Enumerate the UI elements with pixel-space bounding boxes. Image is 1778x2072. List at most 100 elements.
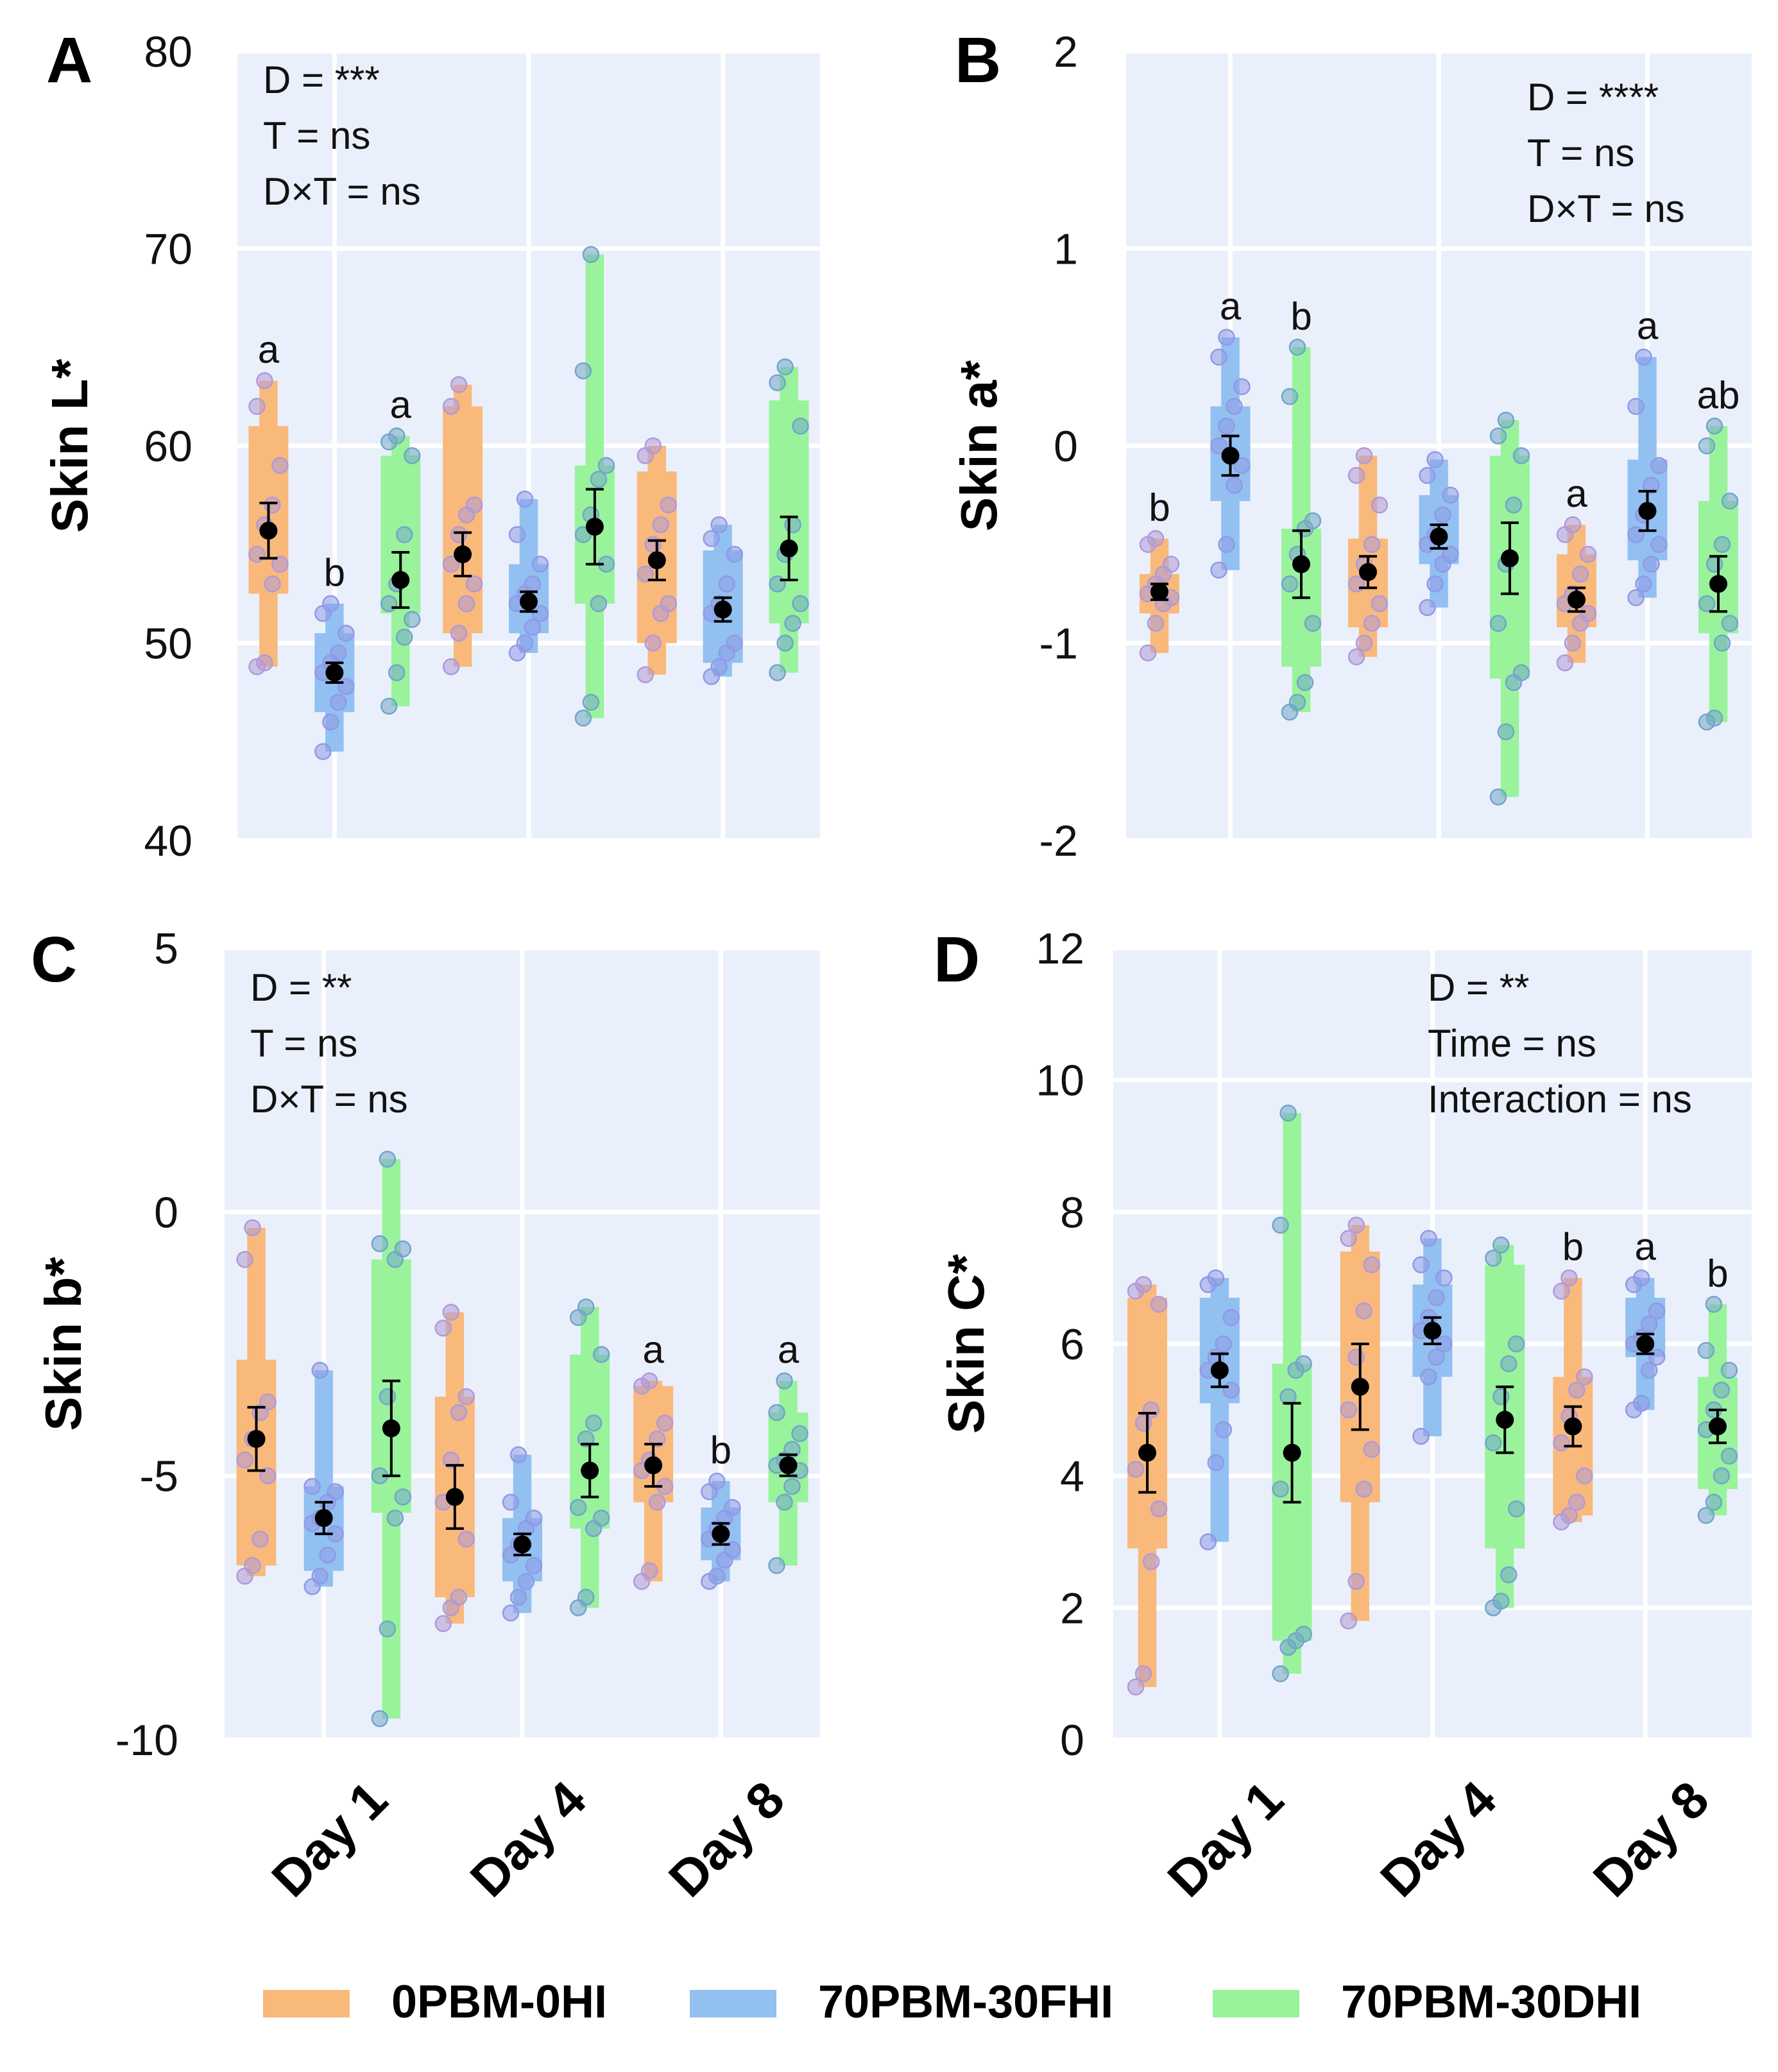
data-point bbox=[259, 1393, 277, 1411]
x-tick-label: Day 1 bbox=[261, 1771, 398, 1908]
data-point bbox=[1162, 556, 1180, 573]
significance-letter: b bbox=[710, 1429, 731, 1472]
data-point bbox=[1492, 1388, 1510, 1405]
data-point bbox=[395, 629, 413, 646]
data-point bbox=[1210, 561, 1227, 579]
data-point bbox=[1560, 1507, 1578, 1524]
y-tick-label: -5 bbox=[140, 1452, 178, 1501]
data-point bbox=[703, 530, 720, 547]
mean-marker bbox=[1564, 1417, 1582, 1436]
data-point bbox=[1215, 1421, 1233, 1438]
data-point bbox=[724, 1499, 741, 1516]
significance-letter: ab bbox=[1697, 373, 1740, 416]
data-point bbox=[582, 246, 600, 263]
data-point bbox=[1226, 477, 1243, 494]
data-point bbox=[1632, 1269, 1650, 1287]
data-point bbox=[508, 526, 526, 543]
data-point bbox=[1505, 497, 1523, 514]
data-point bbox=[1705, 709, 1723, 727]
data-point bbox=[1147, 615, 1165, 632]
data-point bbox=[1508, 1335, 1525, 1353]
data-point bbox=[1568, 1381, 1586, 1399]
significance-letter: a bbox=[1634, 1225, 1656, 1268]
mean-marker bbox=[712, 1525, 730, 1543]
legend-label: 0PBM-0HI bbox=[391, 1976, 607, 2028]
data-point bbox=[776, 358, 794, 376]
data-point bbox=[442, 1303, 460, 1321]
data-point bbox=[256, 372, 273, 389]
y-axis-label: Skin a* bbox=[950, 360, 1007, 532]
data-point bbox=[1426, 575, 1444, 593]
legend-item: 70PBM-30DHI bbox=[1213, 1976, 1641, 2028]
data-point bbox=[516, 490, 534, 508]
data-point bbox=[264, 575, 281, 593]
significance-letter: a bbox=[1220, 285, 1242, 328]
data-point bbox=[1632, 1395, 1650, 1412]
data-point bbox=[1720, 1447, 1738, 1465]
data-point bbox=[1295, 1626, 1312, 1643]
data-point bbox=[1371, 497, 1389, 514]
data-point bbox=[1142, 1553, 1160, 1570]
mean-marker bbox=[1709, 575, 1727, 593]
data-point bbox=[1564, 634, 1582, 652]
data-point bbox=[710, 658, 728, 675]
data-point bbox=[637, 565, 654, 583]
data-point bbox=[1576, 1467, 1593, 1484]
panel-letter: C bbox=[31, 924, 77, 996]
legend-item: 0PBM-0HI bbox=[263, 1976, 607, 2028]
data-point bbox=[1363, 536, 1381, 553]
data-point bbox=[1713, 1467, 1731, 1484]
data-point bbox=[371, 1710, 389, 1728]
legend-item: 70PBM-30FHI bbox=[690, 1976, 1113, 2028]
data-point bbox=[502, 1493, 520, 1511]
data-point bbox=[271, 556, 289, 573]
data-point bbox=[1720, 1361, 1738, 1379]
panel-letter: B bbox=[955, 24, 1001, 96]
data-point bbox=[1705, 1493, 1723, 1511]
data-point bbox=[660, 595, 678, 613]
data-point bbox=[569, 1499, 587, 1516]
data-point bbox=[1419, 599, 1436, 616]
data-point bbox=[640, 1562, 658, 1579]
data-point bbox=[1635, 348, 1652, 366]
data-point bbox=[1363, 615, 1381, 632]
data-point bbox=[1640, 1361, 1658, 1379]
data-point bbox=[1218, 328, 1235, 346]
mean-marker bbox=[1568, 590, 1586, 609]
data-point bbox=[1627, 589, 1645, 607]
data-point bbox=[271, 457, 289, 474]
data-point bbox=[1442, 486, 1459, 504]
data-point bbox=[1489, 427, 1507, 445]
data-point bbox=[465, 497, 483, 514]
mean-marker bbox=[714, 600, 732, 619]
data-point bbox=[330, 693, 347, 711]
data-point bbox=[1556, 654, 1574, 672]
significance-letter: b bbox=[1290, 294, 1312, 337]
data-point bbox=[1272, 1665, 1289, 1683]
data-point bbox=[1489, 788, 1507, 806]
mean-marker bbox=[1150, 582, 1168, 601]
mean-marker bbox=[1430, 527, 1448, 546]
y-tick-label: 0 bbox=[154, 1188, 178, 1237]
data-point bbox=[1363, 1256, 1380, 1273]
data-point bbox=[1134, 1665, 1152, 1683]
data-point bbox=[776, 1493, 793, 1511]
data-point bbox=[1426, 451, 1444, 468]
y-tick-label: 1 bbox=[1054, 225, 1078, 274]
data-point bbox=[371, 1235, 389, 1252]
data-point bbox=[1412, 1256, 1430, 1273]
data-point bbox=[1218, 418, 1235, 435]
data-point bbox=[1497, 723, 1515, 741]
mean-marker bbox=[520, 592, 538, 611]
mean-marker bbox=[780, 539, 798, 557]
data-point bbox=[394, 1488, 412, 1506]
data-point bbox=[1643, 477, 1660, 494]
data-point bbox=[450, 526, 468, 543]
mean-marker bbox=[247, 1430, 266, 1448]
data-point bbox=[516, 634, 534, 652]
mean-marker bbox=[1708, 1417, 1727, 1436]
data-point bbox=[768, 1404, 785, 1422]
y-tick-label: 80 bbox=[144, 28, 192, 76]
